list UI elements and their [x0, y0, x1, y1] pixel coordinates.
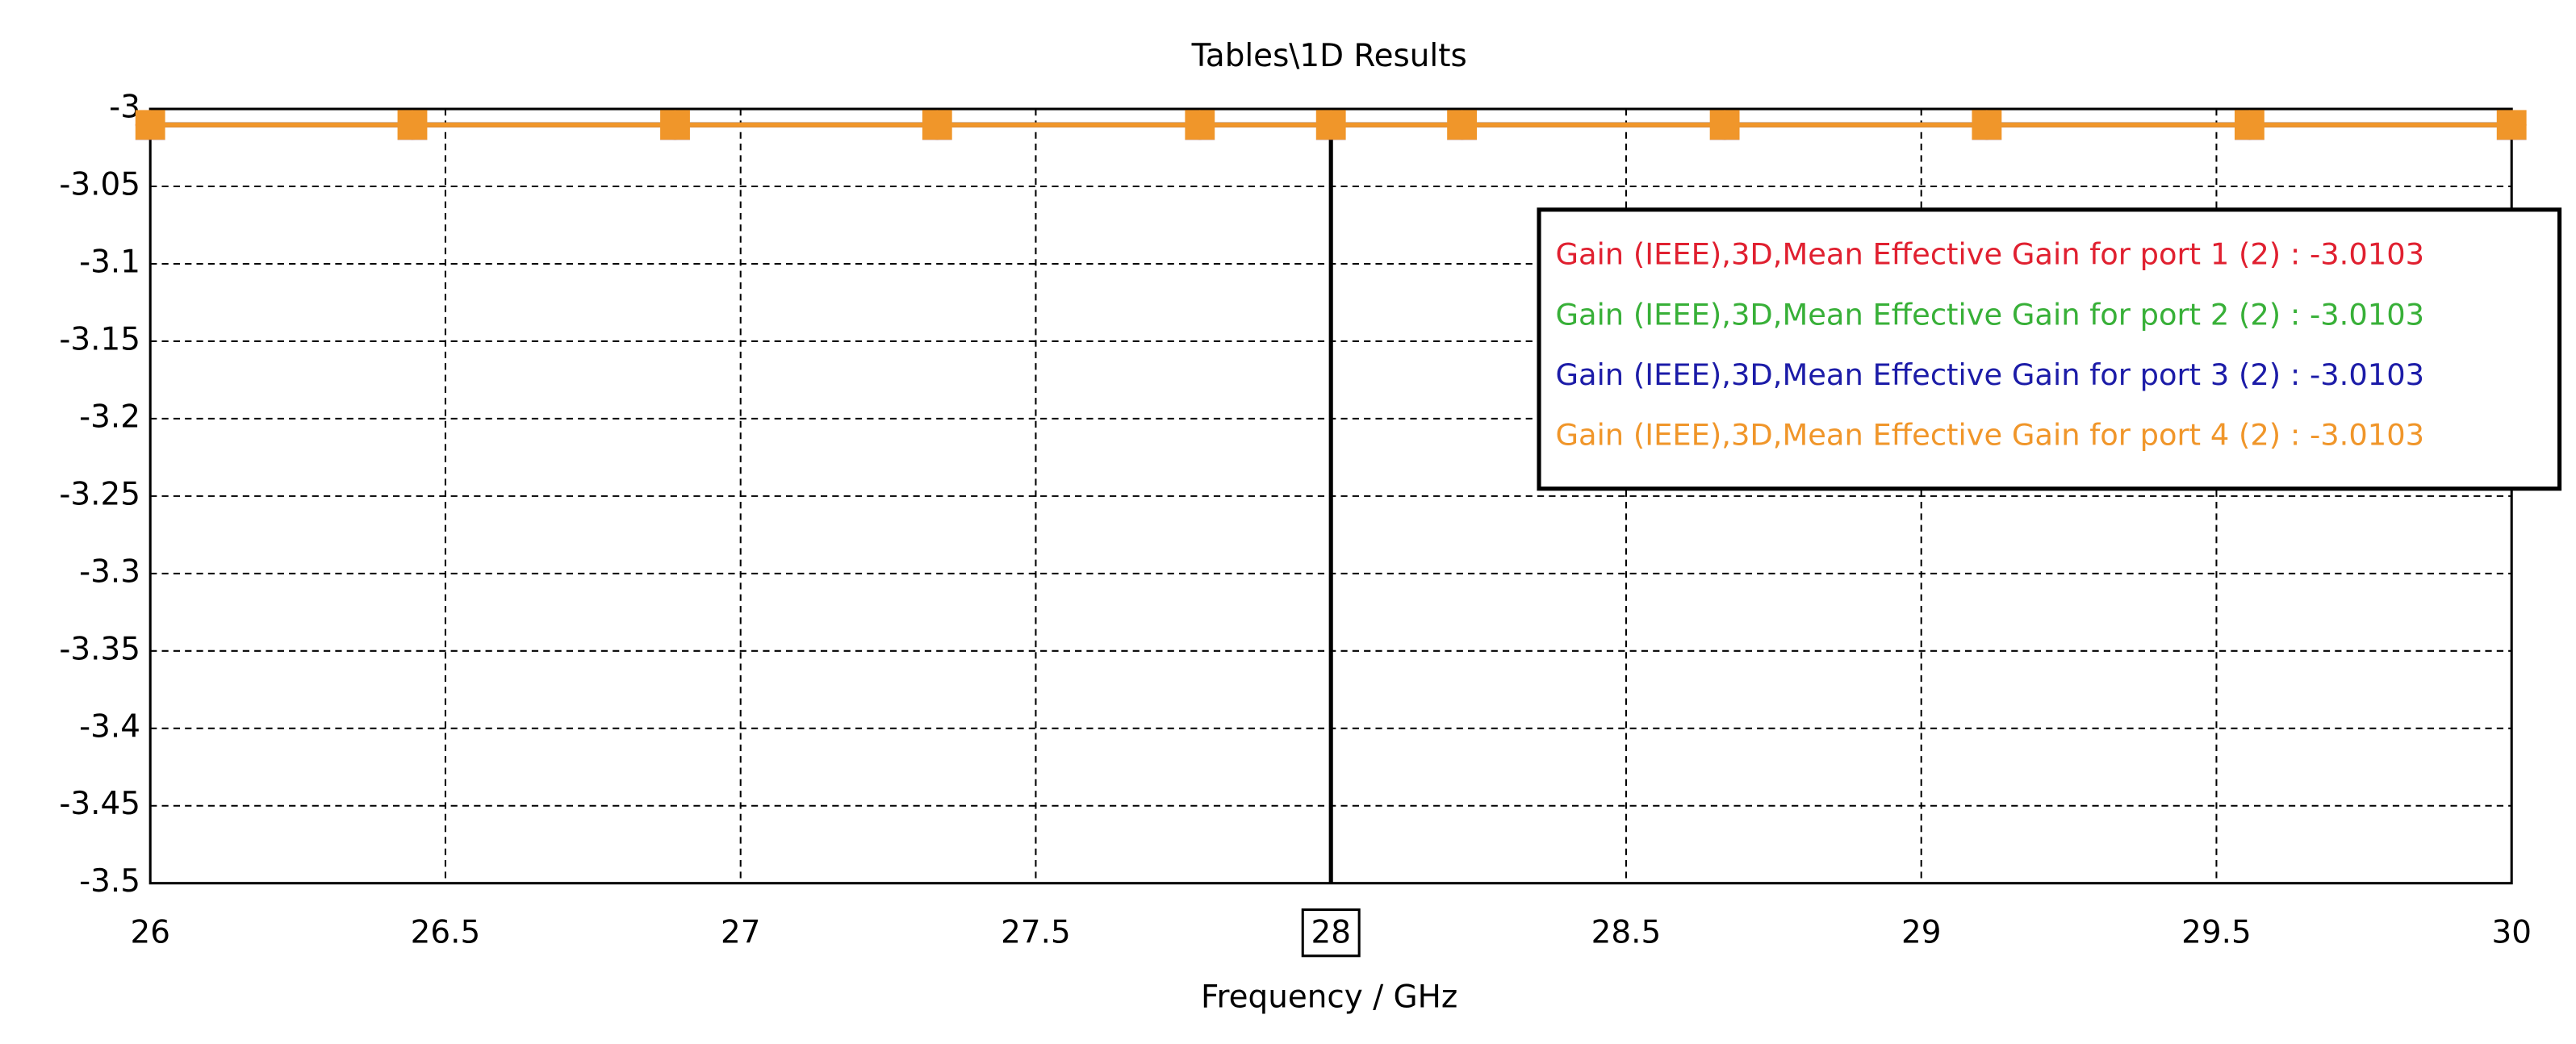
- marker: [1447, 110, 1478, 140]
- y-tick-label: -3.35: [59, 631, 140, 667]
- x-tick-label: 28: [1311, 915, 1350, 951]
- y-tick-label: -3.4: [79, 708, 140, 745]
- y-tick-label: -3.2: [79, 399, 140, 435]
- x-tick-label: 28.5: [1591, 915, 1662, 951]
- marker: [135, 110, 165, 140]
- y-tick-label: -3.5: [79, 863, 140, 900]
- marker: [397, 110, 428, 140]
- y-tick-label: -3.15: [59, 321, 140, 357]
- x-tick-label: 26: [130, 915, 169, 951]
- marker: [1709, 110, 1740, 140]
- marker: [1315, 110, 1346, 140]
- marker: [2234, 110, 2264, 140]
- legend-entry: Gain (IEEE),3D,Mean Effective Gain for p…: [1555, 357, 2424, 392]
- marker: [1972, 110, 2002, 140]
- y-tick-label: -3.05: [59, 167, 140, 203]
- x-axis-label: Frequency / GHz: [1201, 979, 1457, 1015]
- marker: [922, 110, 952, 140]
- marker: [660, 110, 690, 140]
- x-tick-label: 27.5: [1001, 915, 1071, 951]
- x-tick-label: 27: [721, 915, 760, 951]
- chart-title: Tables\1D Results: [1191, 38, 1467, 74]
- y-tick-label: -3.3: [79, 553, 140, 590]
- x-tick-label: 30: [2491, 915, 2531, 951]
- legend-entry: Gain (IEEE),3D,Mean Effective Gain for p…: [1555, 237, 2424, 272]
- marker: [1185, 110, 1215, 140]
- x-marker-box: [1301, 908, 1361, 958]
- x-tick-label: 29.5: [2181, 915, 2252, 951]
- legend-box: [1537, 207, 2562, 491]
- x-tick-label: 29: [1901, 915, 1941, 951]
- legend-entry: Gain (IEEE),3D,Mean Effective Gain for p…: [1555, 418, 2424, 453]
- y-tick-label: -3: [109, 90, 140, 126]
- y-tick-label: -3.1: [79, 244, 140, 280]
- x-tick-label: 26.5: [411, 915, 481, 951]
- y-tick-label: -3.25: [59, 476, 140, 512]
- y-tick-label: -3.45: [59, 786, 140, 822]
- legend-entry: Gain (IEEE),3D,Mean Effective Gain for p…: [1555, 297, 2424, 332]
- legend: Gain (IEEE),3D,Mean Effective Gain for p…: [1537, 207, 2562, 491]
- marker: [2496, 110, 2527, 140]
